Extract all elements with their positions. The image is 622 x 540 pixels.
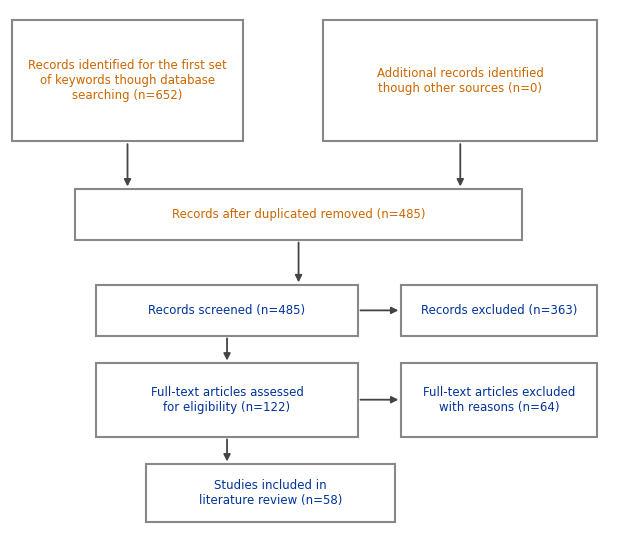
FancyBboxPatch shape xyxy=(401,285,597,335)
FancyBboxPatch shape xyxy=(401,363,597,436)
Text: Full-text articles excluded
with reasons (n=64): Full-text articles excluded with reasons… xyxy=(423,386,575,414)
Text: Records screened (n=485): Records screened (n=485) xyxy=(149,304,305,317)
FancyBboxPatch shape xyxy=(96,285,358,335)
Text: Studies included in
literature review (n=58): Studies included in literature review (n… xyxy=(199,480,342,507)
Text: Records after duplicated removed (n=485): Records after duplicated removed (n=485) xyxy=(172,208,425,221)
Text: Records identified for the first set
of keywords though database
searching (n=65: Records identified for the first set of … xyxy=(28,59,227,102)
FancyBboxPatch shape xyxy=(96,363,358,436)
FancyBboxPatch shape xyxy=(146,464,395,522)
Text: Additional records identified
though other sources (n=0): Additional records identified though oth… xyxy=(377,67,544,94)
Text: Records excluded (n=363): Records excluded (n=363) xyxy=(421,304,577,317)
FancyBboxPatch shape xyxy=(323,20,597,141)
FancyBboxPatch shape xyxy=(12,20,243,141)
Text: Full-text articles assessed
for eligibility (n=122): Full-text articles assessed for eligibil… xyxy=(151,386,304,414)
FancyBboxPatch shape xyxy=(75,189,522,240)
